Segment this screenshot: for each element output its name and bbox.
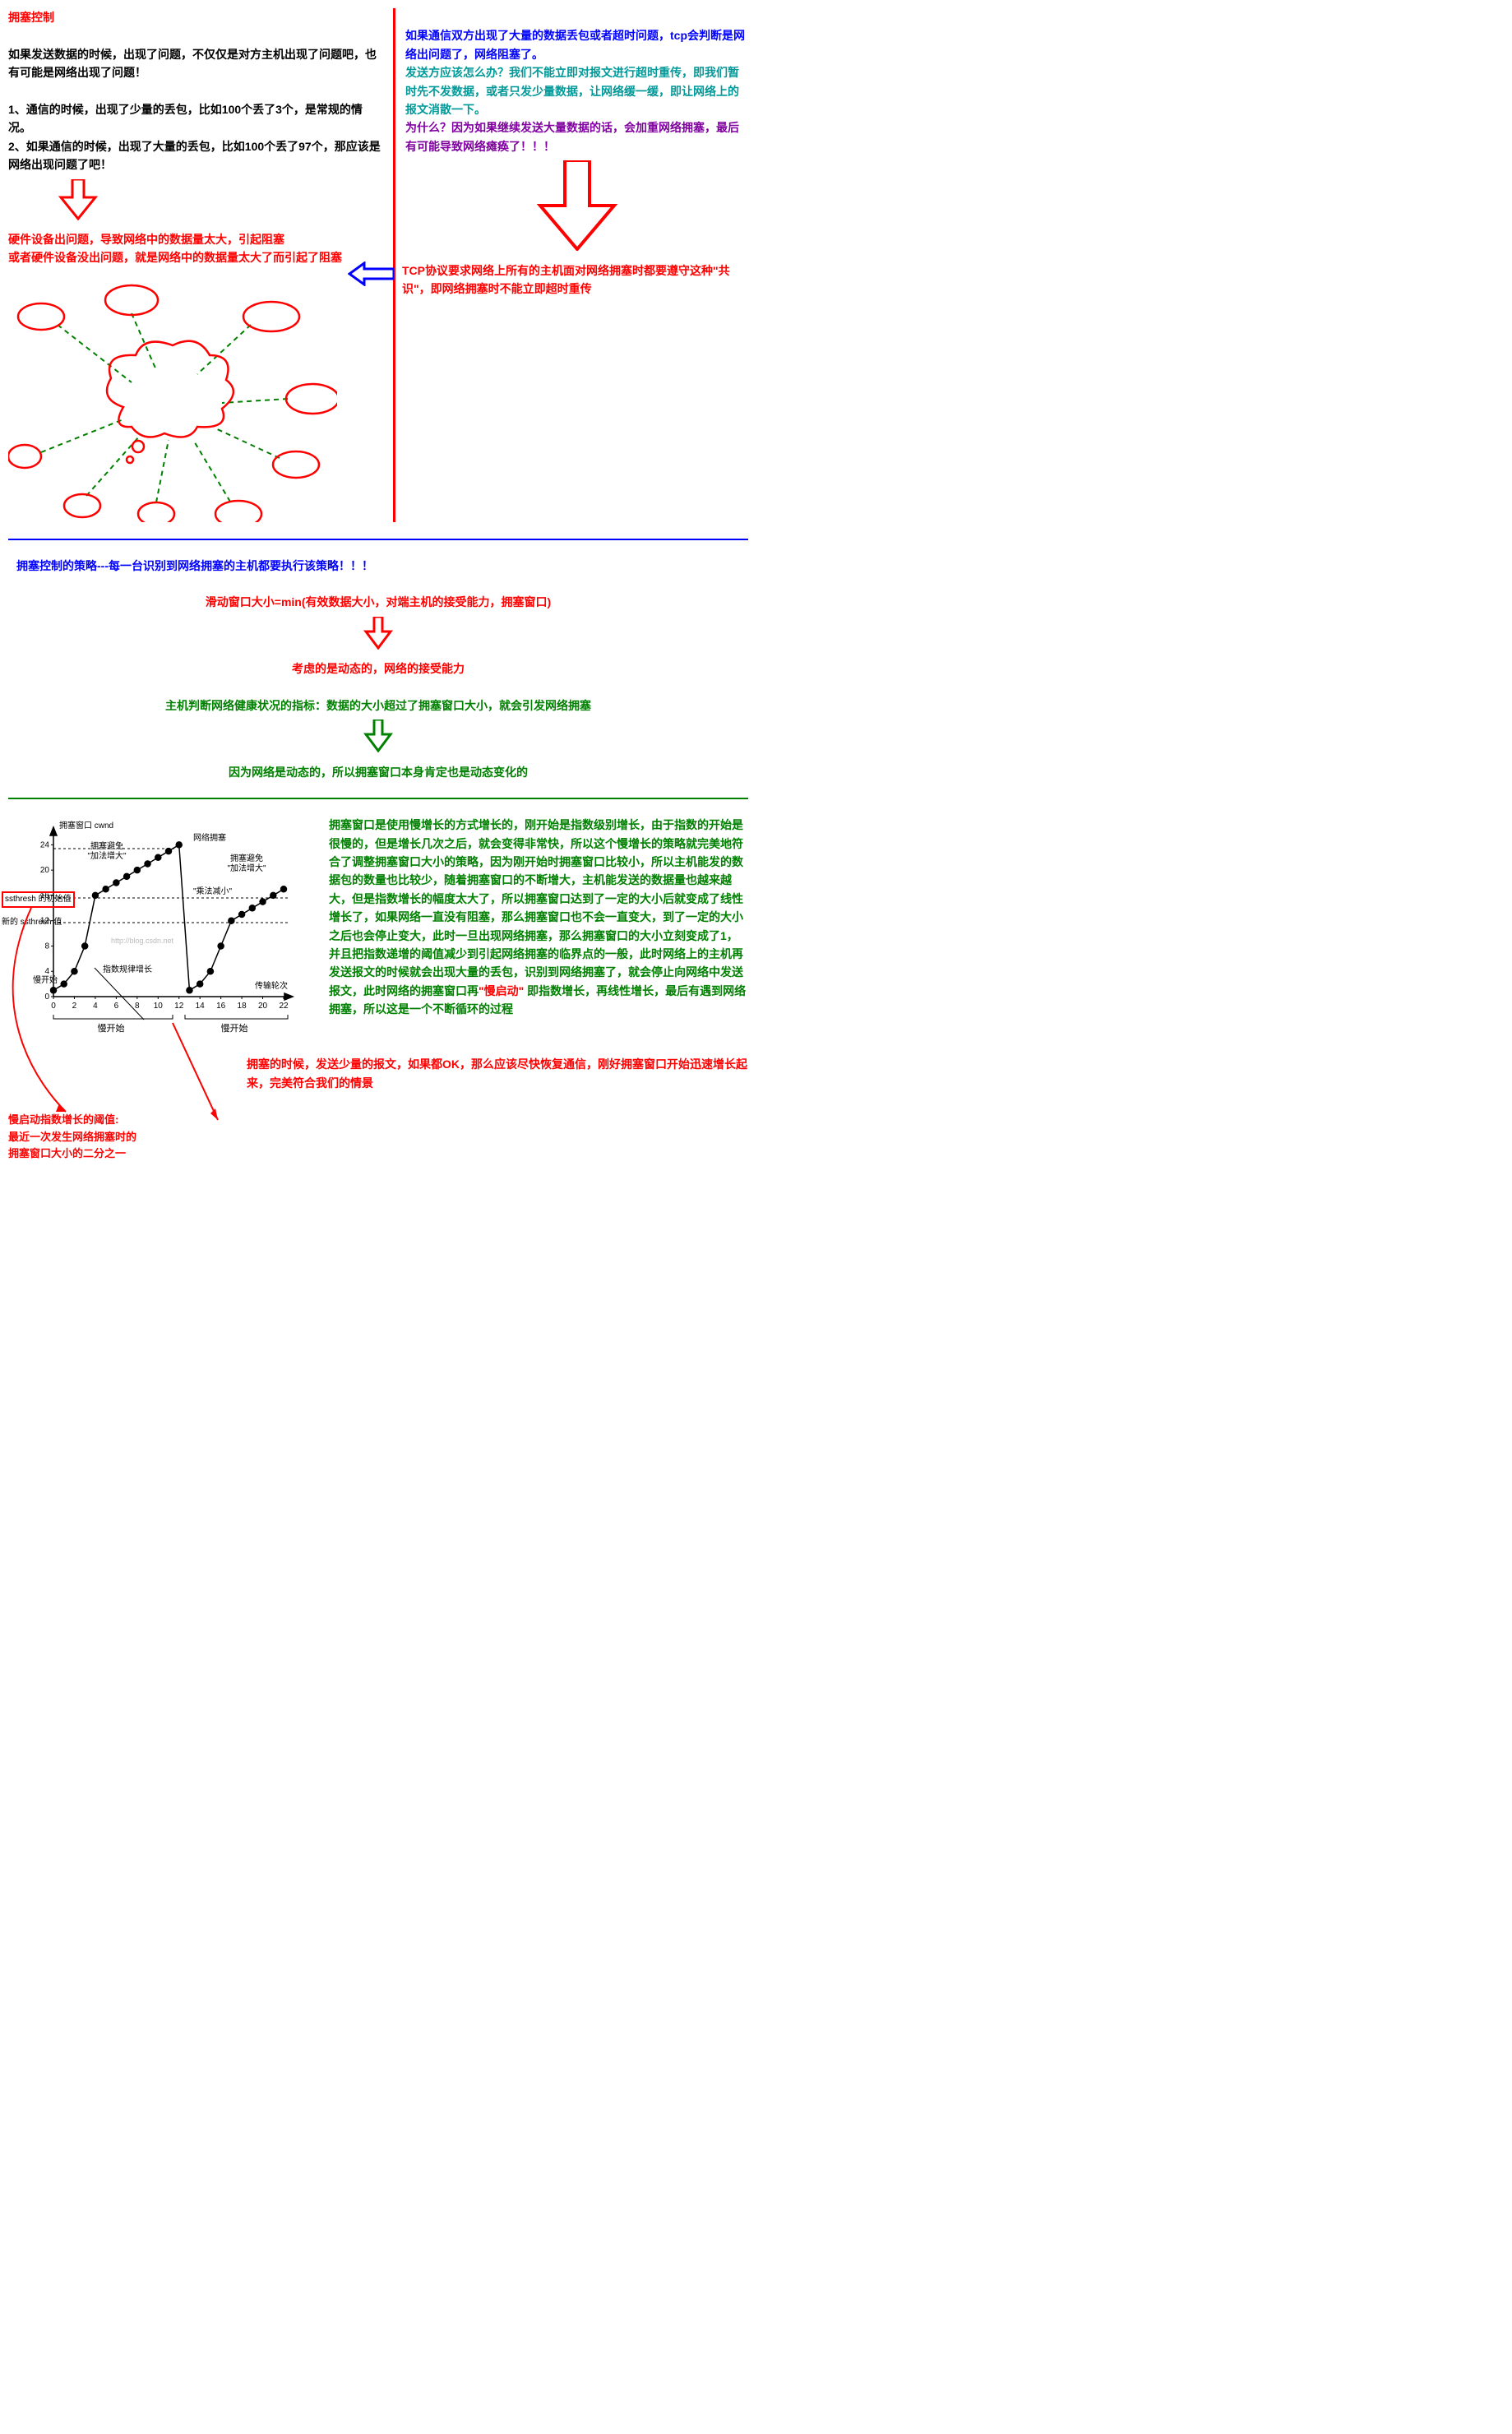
section-top: 拥塞控制 如果发送数据的时候，出现了问题，不仅仅是对方主机出现了问题吧，也有可能…: [8, 8, 748, 522]
arrow-down-icon: [8, 179, 385, 225]
arrow-down-icon-2: [16, 617, 740, 655]
page-title: 拥塞控制: [8, 8, 385, 26]
strategy-green-2: 因为网络是动态的，所以拥塞窗口本身肯定也是动态变化的: [16, 763, 740, 781]
arrow-left-icon: [348, 261, 394, 291]
green-para: 拥塞窗口是使用慢增长的方式增长的，刚开始是指数级别增长，由于指数的开始是很慢的，…: [329, 818, 743, 997]
big-arrow-down-icon: [405, 160, 748, 256]
right-blue-text: 如果通信双方出现了大量的数据丢包或者超时问题，tcp会判断是网络出问题了，网络阻…: [405, 26, 748, 63]
section-top-right: 如果通信双方出现了大量的数据丢包或者超时问题，tcp会判断是网络出问题了，网络阻…: [393, 8, 748, 522]
network-cloud-diagram: [8, 275, 337, 522]
bottom-red-text: 拥塞的时候，发送少量的报文，如果都OK，那么应该尽快恢复通信，刚好拥塞窗口开始迅…: [247, 1055, 748, 1092]
section-bottom: 04812162024 0246810121416182022 拥塞窗口 cwn…: [8, 816, 748, 1163]
section-top-left: 拥塞控制 如果发送数据的时候，出现了问题，不仅仅是对方主机出现了问题吧，也有可能…: [8, 8, 393, 522]
explanation-column: 拥塞窗口是使用慢增长的方式增长的，刚开始是指数级别增长，由于指数的开始是很慢的，…: [319, 816, 748, 1163]
bullet-1: 1、通信的时候，出现了少量的丢包，比如100个丢了3个，是常规的情况。: [8, 100, 385, 137]
green-explanation: 拥塞窗口是使用慢增长的方式增长的，刚开始是指数级别增长，由于指数的开始是很慢的，…: [329, 816, 748, 1018]
cwnd-chart: 04812162024 0246810121416182022 拥塞窗口 cwn…: [8, 816, 304, 1038]
right-teal-text: 发送方应该怎么办？我们不能立即对报文进行超时重传，即我们暂时先不发数据，或者只发…: [405, 63, 748, 118]
arrow-down-icon-3: [16, 720, 740, 757]
strategy-section: 拥塞控制的策略---每一台识别到网络拥塞的主机都要执行该策略！！！ 滑动窗口大小…: [8, 557, 748, 782]
divider-green: [8, 798, 748, 799]
conclusion-line-1: 硬件设备出问题，导致网络中的数据量太大，引起阻塞: [8, 230, 385, 248]
strategy-red-answer: 考虑的是动态的，网络的接受能力: [16, 659, 740, 678]
strategy-green-1: 主机判断网络健康状况的指标：数据的大小超过了拥塞窗口大小，就会引发网络拥塞: [16, 696, 740, 715]
bullet-2: 2、如果通信的时候，出现了大量的丢包，比如100个丢了97个，那应该是网络出现问…: [8, 137, 385, 174]
conclusion-line-2: 或者硬件设备没出问题，就是网络中的数据量太大了而引起了阻塞: [8, 248, 385, 266]
strategy-title: 拥塞控制的策略---每一台识别到网络拥塞的主机都要执行该策略！！！: [16, 557, 740, 575]
chart-column: 04812162024 0246810121416182022 拥塞窗口 cwn…: [8, 816, 319, 1163]
green-quoted: "慢启动": [479, 984, 524, 997]
divider-blue: [8, 539, 748, 540]
window-formula: 滑动窗口大小=min(有效数据大小，对端主机的接受能力，拥塞窗口): [16, 593, 740, 611]
right-purple-text: 为什么？因为如果继续发送大量数据的话，会加重网络拥塞，最后有可能导致网络瘫痪了！…: [405, 118, 748, 155]
right-red-text: TCP协议要求网络上所有的主机面对网络拥塞时都要遵守这种"共识"，即网络拥塞时不…: [402, 261, 748, 298]
intro-paragraph: 如果发送数据的时候，出现了问题，不仅仅是对方主机出现了问题吧，也有可能是网络出现…: [8, 45, 385, 82]
